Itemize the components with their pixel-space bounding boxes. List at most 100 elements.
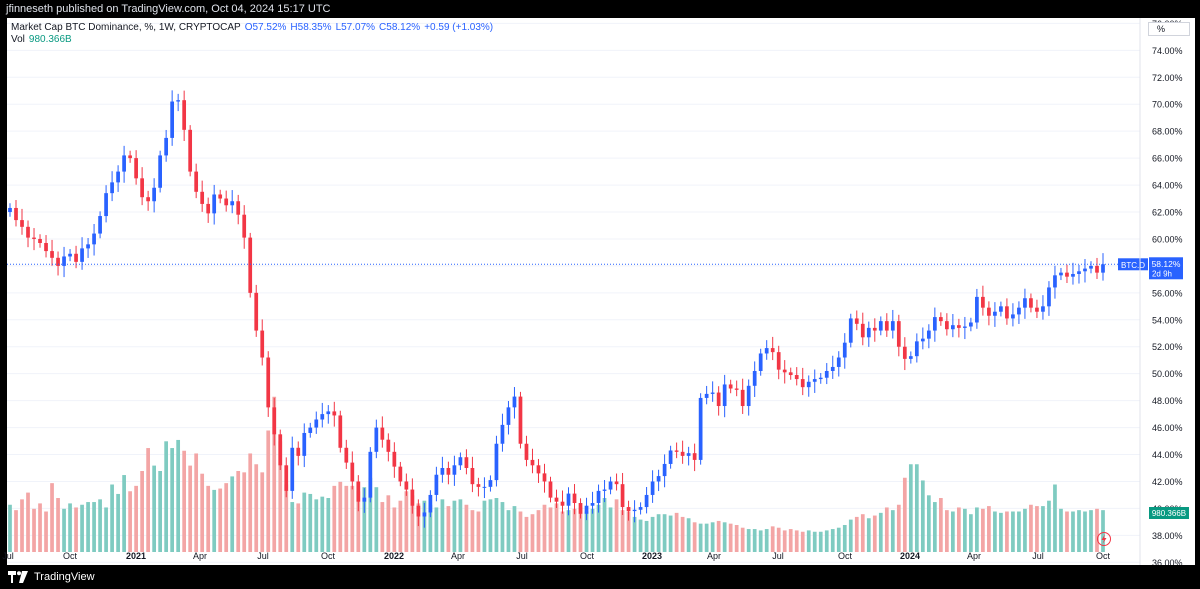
volume-bar (710, 522, 715, 552)
volume-bar (602, 498, 607, 552)
volume-bar (782, 530, 787, 552)
volume-bar (872, 515, 877, 552)
candle-body (62, 256, 66, 266)
candle-body (788, 372, 793, 376)
candle-body (800, 379, 805, 388)
candle-body (1077, 271, 1081, 274)
volume-bar (692, 522, 697, 552)
volume-bar (656, 514, 661, 552)
candle-body (254, 292, 259, 331)
volume-bar (776, 527, 781, 552)
candle-body (194, 171, 199, 192)
volume-bar (140, 471, 144, 552)
candle-body (626, 507, 631, 512)
x-tick-label: Oct (838, 551, 853, 561)
price-tag-countdown: 2d 9h (1152, 269, 1172, 278)
candle-body (272, 407, 277, 435)
volume-bar (104, 507, 108, 552)
candle-body (530, 459, 535, 466)
volume-bar (176, 439, 181, 552)
candle-body (476, 484, 481, 487)
candle-body (218, 194, 223, 199)
candle-body (344, 447, 349, 463)
candle-body (332, 411, 337, 416)
volume-bar (578, 507, 583, 552)
candle-body (128, 155, 132, 159)
volume-bar (92, 502, 96, 552)
volume-bar (278, 441, 283, 552)
candle-body (854, 318, 859, 324)
volume-bar (987, 506, 991, 552)
x-tick-label: Jul (516, 551, 528, 561)
candle-body (969, 322, 973, 327)
candle-body (380, 427, 385, 440)
volume-bar (1011, 511, 1015, 552)
volume-bar (506, 510, 511, 552)
y-tick-label: 54.00% (1152, 315, 1183, 325)
candle-body (326, 411, 331, 415)
candle-body (440, 467, 445, 475)
volume-bar (812, 531, 817, 552)
candle-body (446, 467, 451, 475)
volume-bar (32, 508, 36, 552)
volume-bar (746, 529, 751, 552)
candle-body (224, 198, 229, 206)
candle-body (884, 321, 889, 331)
candle-body (242, 214, 247, 238)
tradingview-logo-icon[interactable] (8, 571, 28, 583)
volume-value: 980.366B (28, 34, 72, 45)
candle-body (752, 370, 757, 386)
volume-bar (650, 516, 655, 552)
volume-bar (752, 529, 757, 552)
volume-bar (434, 507, 439, 552)
volume-bar (56, 498, 60, 552)
footer-brand[interactable]: TradingView (34, 571, 95, 583)
candle-body (26, 226, 30, 238)
open-value: 57.52% (252, 22, 287, 33)
volume-bar (212, 489, 217, 552)
candle-body (110, 182, 114, 194)
volume-bar (644, 520, 649, 552)
high-value: 58.35% (297, 22, 332, 33)
candle-body (554, 497, 559, 502)
candle-body (350, 462, 355, 482)
volume-bar (410, 495, 415, 552)
volume-bar (626, 511, 631, 552)
price-tag-symbol: BTC.D (1121, 261, 1145, 270)
volume-bar (890, 510, 895, 552)
volume-bar (236, 471, 241, 552)
volume-bar (452, 500, 457, 552)
candle-body (284, 465, 289, 491)
y-tick-label: 48.00% (1152, 396, 1183, 406)
volume-bar (182, 450, 187, 552)
volume-bar (332, 485, 337, 552)
scale-mode-button[interactable]: % (1148, 22, 1190, 36)
volume-bar (866, 518, 871, 552)
volume-bar (836, 527, 841, 552)
candle-body (362, 497, 367, 502)
lightning-icon[interactable] (1097, 532, 1111, 546)
volume-bar (20, 499, 24, 552)
candle-body (98, 216, 102, 234)
candlestick-chart[interactable]: 36.00%38.00%40.00%42.00%44.00%46.00%48.0… (0, 0, 1200, 565)
volume-bar (758, 530, 763, 552)
candle-body (182, 100, 187, 130)
low-value: 57.07% (341, 22, 376, 33)
candle-body (32, 237, 36, 239)
x-tick-label: 2021 (126, 551, 146, 561)
symbol-legend: Market Cap BTC Dominance, %, 1W, CRYPTOC… (11, 22, 493, 46)
volume-bar (344, 485, 349, 552)
volume-bar (632, 516, 637, 552)
volume-bar (668, 515, 673, 552)
volume-bar (350, 485, 355, 552)
candle-body (963, 326, 967, 328)
y-tick-label: 38.00% (1152, 531, 1183, 541)
volume-bar (818, 531, 823, 552)
symbol-title[interactable]: Market Cap BTC Dominance, %, 1W, CRYPTOC… (11, 22, 241, 33)
candle-body (188, 129, 193, 172)
volume-bar (194, 453, 199, 552)
candle-body (458, 457, 463, 466)
candle-body (734, 388, 739, 390)
volume-bar (530, 514, 535, 552)
volume-bar (86, 502, 90, 552)
